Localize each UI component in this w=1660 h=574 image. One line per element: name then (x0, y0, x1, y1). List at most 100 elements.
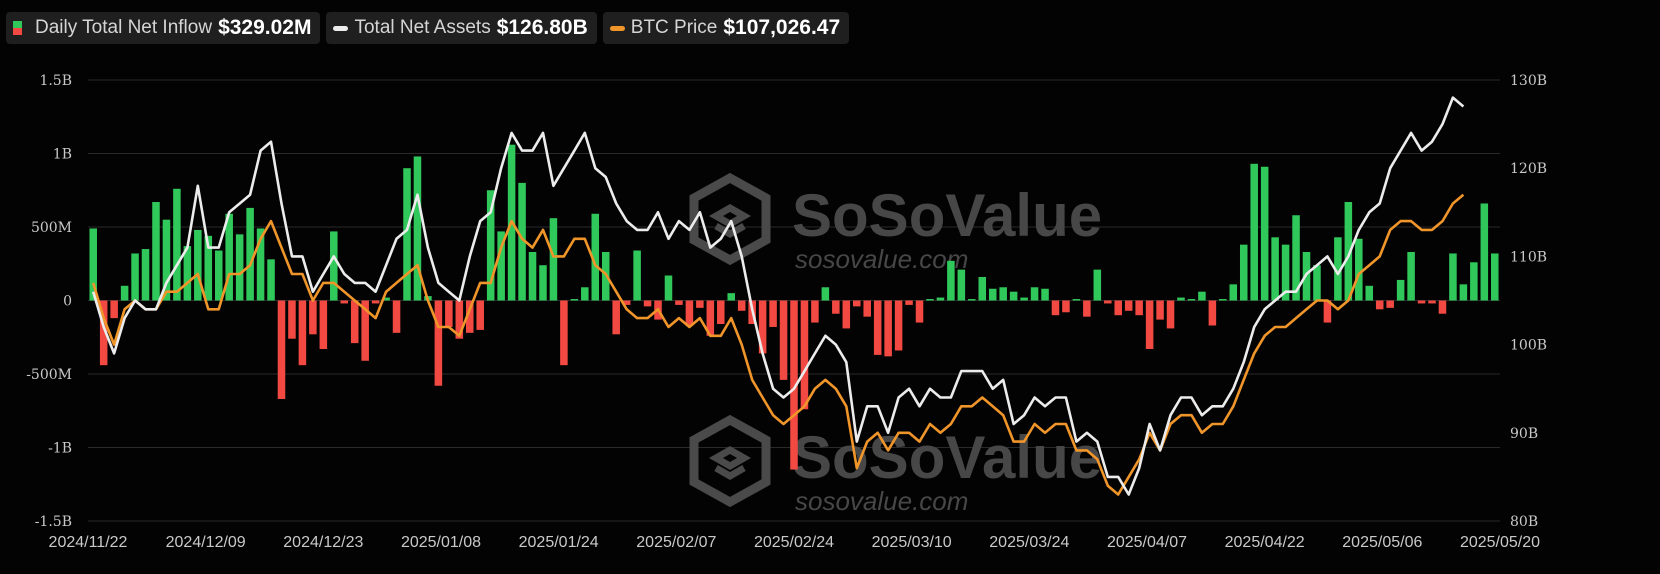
inflow-bar[interactable] (1292, 215, 1300, 301)
inflow-bar[interactable] (371, 300, 380, 304)
inflow-bar[interactable] (1093, 269, 1102, 301)
inflow-bar[interactable] (204, 235, 213, 301)
inflow-bar[interactable] (246, 207, 254, 301)
inflow-bar[interactable] (1041, 288, 1049, 301)
inflow-bar[interactable] (811, 300, 819, 323)
inflow-bar[interactable] (717, 300, 725, 325)
inflow-bar[interactable] (1104, 300, 1112, 304)
inflow-bar[interactable] (612, 300, 620, 335)
inflow-bar[interactable] (194, 229, 202, 301)
inflow-bar[interactable] (633, 250, 641, 301)
inflow-bar[interactable] (988, 288, 997, 301)
inflow-bar[interactable] (643, 300, 652, 307)
inflow-bar[interactable] (141, 249, 150, 301)
inflow-bar[interactable] (1396, 279, 1405, 301)
legend-total-net-assets[interactable]: Total Net Assets $126.80B (326, 12, 597, 44)
inflow-bar[interactable] (1072, 299, 1081, 301)
inflow-bar[interactable] (319, 300, 328, 350)
inflow-bar[interactable] (1470, 262, 1478, 301)
inflow-bar[interactable] (434, 300, 443, 386)
inflow-bar[interactable] (162, 219, 171, 301)
inflow-bar[interactable] (675, 300, 683, 305)
inflow-bar[interactable] (905, 300, 913, 305)
inflow-bar[interactable] (1344, 202, 1353, 301)
inflow-bar[interactable] (727, 293, 736, 301)
inflow-bar[interactable] (1491, 253, 1499, 301)
inflow-bar[interactable] (110, 300, 118, 319)
inflow-bar[interactable] (591, 213, 600, 301)
inflow-bar[interactable] (1449, 253, 1457, 301)
inflow-bar[interactable] (1030, 287, 1039, 301)
inflow-bar[interactable] (466, 300, 474, 333)
inflow-bar[interactable] (957, 269, 966, 301)
inflow-bar[interactable] (581, 287, 589, 301)
inflow-bar[interactable] (1428, 300, 1436, 304)
inflow-bar[interactable] (1219, 299, 1227, 301)
inflow-bar[interactable] (821, 287, 830, 301)
inflow-bar[interactable] (1438, 300, 1447, 314)
inflow-bar[interactable] (685, 300, 694, 326)
inflow-bar[interactable] (758, 300, 767, 354)
inflow-bar[interactable] (1281, 244, 1290, 301)
inflow-bar[interactable] (214, 250, 223, 301)
inflow-bar[interactable] (539, 265, 547, 301)
inflow-bar[interactable] (1250, 163, 1258, 301)
legend-btc-price[interactable]: BTC Price $107,026.47 (602, 12, 850, 44)
inflow-bar[interactable] (120, 285, 129, 301)
inflow-bar[interactable] (842, 300, 851, 329)
inflow-bar[interactable] (403, 168, 411, 301)
inflow-bar[interactable] (392, 300, 401, 333)
inflow-bar[interactable] (1009, 291, 1018, 301)
inflow-bar[interactable] (1386, 300, 1394, 308)
inflow-bar[interactable] (1355, 238, 1363, 301)
inflow-bar[interactable] (361, 300, 369, 361)
inflow-bar[interactable] (455, 300, 464, 339)
inflow-bar[interactable] (664, 275, 673, 301)
inflow-bar[interactable] (1208, 300, 1217, 326)
inflow-bar[interactable] (152, 202, 160, 301)
inflow-bar[interactable] (926, 299, 934, 301)
inflow-bar[interactable] (968, 299, 976, 301)
inflow-bar[interactable] (1145, 300, 1154, 350)
inflow-bar[interactable] (560, 300, 568, 366)
inflow-bar[interactable] (1166, 300, 1175, 329)
inflow-bar[interactable] (852, 300, 861, 307)
inflow-bar[interactable] (1480, 203, 1489, 301)
inflow-bar[interactable] (800, 300, 809, 410)
inflow-bar[interactable] (863, 300, 871, 317)
inflow-bar[interactable] (1177, 297, 1185, 301)
inflow-bar[interactable] (706, 300, 715, 336)
total-net-assets-line[interactable] (91, 96, 1465, 496)
inflow-bar[interactable] (737, 300, 746, 311)
inflow-bar[interactable] (131, 253, 139, 301)
inflow-bar[interactable] (256, 228, 265, 301)
inflow-bar[interactable] (1229, 284, 1238, 301)
inflow-bar[interactable] (476, 300, 484, 330)
inflow-bar[interactable] (1407, 251, 1415, 301)
inflow-bar[interactable] (999, 287, 1007, 301)
inflow-bar[interactable] (1271, 237, 1279, 301)
inflow-bar[interactable] (1135, 300, 1143, 316)
inflow-bar[interactable] (1417, 300, 1426, 304)
inflow-bar[interactable] (1051, 300, 1060, 316)
inflow-bar[interactable] (1313, 265, 1321, 301)
inflow-bar[interactable] (769, 300, 777, 327)
inflow-bar[interactable] (570, 299, 579, 301)
btc-price-line[interactable] (91, 193, 1465, 496)
inflow-bar[interactable] (915, 300, 924, 323)
inflow-bar[interactable] (790, 300, 798, 470)
inflow-bar[interactable] (884, 300, 892, 357)
inflow-bar[interactable] (267, 259, 275, 301)
inflow-bar[interactable] (413, 156, 422, 301)
inflow-bar[interactable] (894, 300, 903, 351)
inflow-bar[interactable] (832, 300, 840, 314)
inflow-bar[interactable] (225, 213, 233, 301)
inflow-bar[interactable] (1334, 237, 1342, 301)
inflow-bar[interactable] (99, 300, 108, 366)
inflow-bar[interactable] (978, 276, 987, 301)
inflow-bar[interactable] (1198, 291, 1206, 301)
inflow-bar[interactable] (1365, 285, 1374, 301)
inflow-bar[interactable] (330, 231, 338, 301)
inflow-bar[interactable] (173, 188, 181, 301)
inflow-bar[interactable] (235, 234, 244, 301)
